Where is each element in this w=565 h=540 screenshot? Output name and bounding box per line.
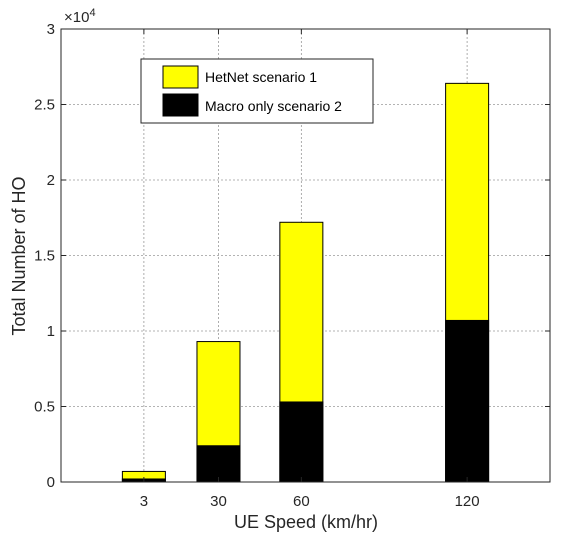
y-tick-label: 2.5 <box>34 97 55 114</box>
bar-macro <box>445 319 490 483</box>
legend: HetNet scenario 1 Macro only scenario 2 <box>140 58 374 124</box>
bars <box>121 82 490 483</box>
bar-macro <box>196 445 241 483</box>
y-axis-label: Total Number of HO <box>9 176 29 335</box>
y-tick-label: 3 <box>47 21 55 38</box>
x-tick-label: 3 <box>140 493 148 510</box>
y-tick-label: 1 <box>47 323 55 340</box>
legend-label-hetnet: HetNet scenario 1 <box>205 69 317 85</box>
legend-swatch-macro <box>162 93 199 117</box>
y-tick-label: 0 <box>47 474 55 491</box>
y-tick-label: 1.5 <box>34 248 55 265</box>
x-tick-label: 120 <box>455 493 480 510</box>
y-axis-multiplier: ×104 <box>64 7 96 26</box>
x-axis-label: UE Speed (km/hr) <box>234 512 378 532</box>
bar-macro <box>279 401 324 483</box>
y-axis-multiplier-exponent: 4 <box>89 7 95 19</box>
axis-ticks: 0 0.5 1 1.5 2 2.5 3 3 30 60 120 <box>34 21 550 510</box>
x-tick-label: 60 <box>293 493 310 510</box>
y-tick-label: 0.5 <box>34 399 55 416</box>
x-tick-label: 30 <box>210 493 227 510</box>
y-axis-multiplier-base: ×10 <box>64 9 89 26</box>
legend-label-macro: Macro only scenario 2 <box>205 98 342 114</box>
legend-swatch-hetnet <box>162 65 199 89</box>
y-tick-label: 2 <box>47 172 55 189</box>
